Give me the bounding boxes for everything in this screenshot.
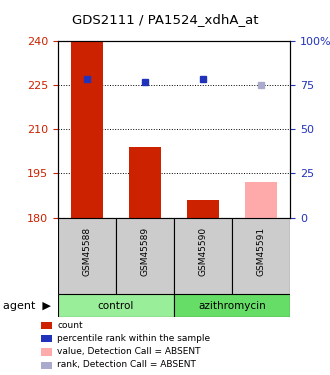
Bar [58,294,174,317]
Text: agent  ▶: agent ▶ [3,301,51,310]
Text: GDS2111 / PA1524_xdhA_at: GDS2111 / PA1524_xdhA_at [72,13,258,26]
Text: rank, Detection Call = ABSENT: rank, Detection Call = ABSENT [57,360,196,369]
Text: count: count [57,321,83,330]
Bar [41,362,52,369]
Text: GSM45588: GSM45588 [82,227,91,276]
Text: azithromycin: azithromycin [198,301,266,310]
Text: GSM45590: GSM45590 [199,227,208,276]
Bar [41,348,52,355]
Bar [245,182,277,218]
Bar [71,41,103,218]
Bar [232,217,290,294]
Text: value, Detection Call = ABSENT: value, Detection Call = ABSENT [57,347,201,356]
Text: control: control [98,301,134,310]
Bar [129,147,161,218]
Text: GSM45591: GSM45591 [257,227,266,276]
Text: percentile rank within the sample: percentile rank within the sample [57,334,210,343]
Bar [174,294,290,317]
Bar [41,322,52,329]
Bar [174,217,232,294]
Bar [58,217,116,294]
Text: GSM45589: GSM45589 [141,227,149,276]
Bar [116,217,174,294]
Bar [41,335,52,342]
Bar [187,200,219,217]
